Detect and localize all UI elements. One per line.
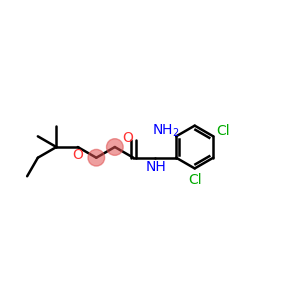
Text: Cl: Cl xyxy=(188,173,202,187)
Text: Cl: Cl xyxy=(216,124,230,138)
Circle shape xyxy=(106,139,123,155)
Circle shape xyxy=(88,149,105,166)
Text: NH$_2$: NH$_2$ xyxy=(152,122,180,139)
Text: O: O xyxy=(72,148,83,162)
Text: NH: NH xyxy=(146,160,166,174)
Text: O: O xyxy=(123,131,134,145)
